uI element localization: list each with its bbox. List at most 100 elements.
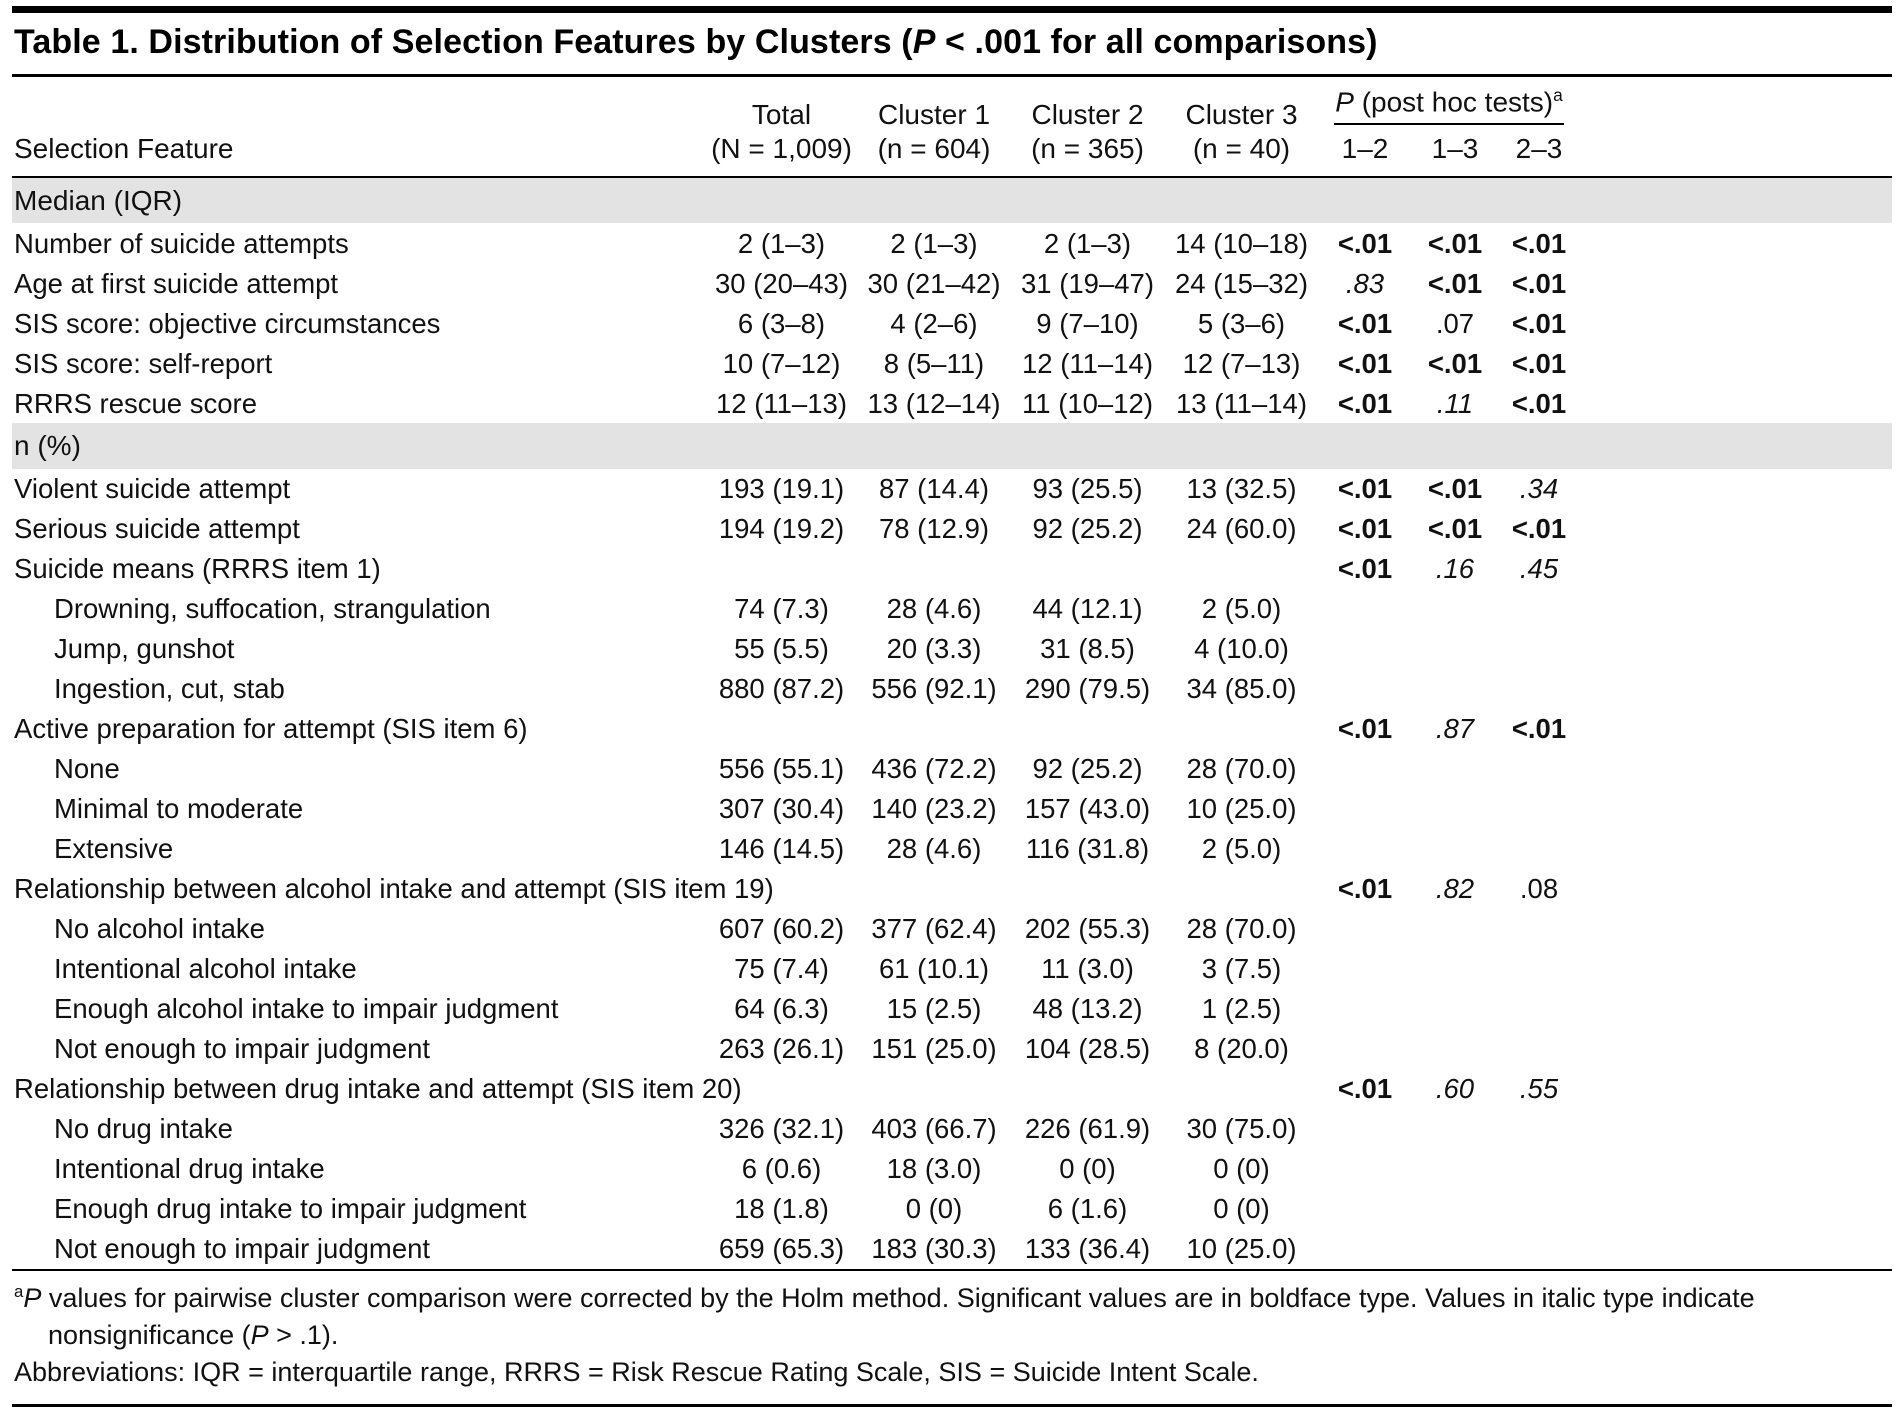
value-cell: 116 (31.8)	[1025, 833, 1150, 865]
table-row: Jump, gunshot 55 (5.5) 20 (3.3) 31 (8.5) 4 (…	[12, 629, 1892, 669]
table-row: Number of suicide attempts 2 (1–3) 2 (1–3)…	[12, 223, 1892, 263]
value-cell	[1165, 1069, 1318, 1109]
pvalue-cell	[1498, 1029, 1580, 1069]
pvalue-cell	[1318, 789, 1412, 829]
feature-label: RRRS rescue score	[14, 387, 257, 419]
spacer-cell	[1580, 749, 1892, 789]
value-cell: 2 (5.0)	[1201, 593, 1282, 625]
table-row: Age at first suicide attempt 30 (20–43) 30…	[12, 263, 1892, 303]
table-row: Not enough to impair judgment 263 (26.1) 1…	[12, 1029, 1892, 1069]
table-row: SIS score: objective circumstances 6 (3–8…	[12, 303, 1892, 343]
pvalue-cell	[1318, 749, 1412, 789]
feature-label: Relationship between drug intake and att…	[14, 1073, 742, 1105]
pvalue-cell	[1498, 789, 1580, 829]
table-row: No alcohol intake 607 (60.2) 377 (62.4) 202…	[12, 909, 1892, 949]
pvalue-cell	[1498, 989, 1580, 1029]
pvalue-cell	[1318, 1109, 1412, 1149]
pvalue-cell: <.01	[1511, 513, 1567, 545]
value-cell: 28 (4.6)	[886, 593, 982, 625]
value-cell	[705, 709, 858, 749]
value-cell: 48 (13.2)	[1032, 993, 1143, 1025]
value-cell: 1 (2.5)	[1201, 993, 1282, 1025]
table-row: Intentional drug intake 6 (0.6) 18 (3.0) 0 …	[12, 1149, 1892, 1189]
value-cell: 4 (2–6)	[890, 307, 978, 339]
value-cell: 6 (3–8)	[737, 307, 826, 339]
value-cell	[1165, 549, 1318, 589]
selection-features-table: Selection Feature Total (N = 1,009) Clus…	[12, 77, 1892, 1269]
pvalue-cell	[1318, 1029, 1412, 1069]
pvalue-cell	[1412, 949, 1498, 989]
value-cell: 659 (65.3)	[718, 1233, 845, 1265]
value-cell: 194 (19.2)	[718, 513, 845, 545]
pvalue-cell: <.01	[1511, 307, 1567, 339]
table-row: No drug intake 326 (32.1) 403 (66.7) 226 (6…	[12, 1109, 1892, 1149]
spacer-cell	[1580, 989, 1892, 1029]
value-cell: 87 (14.4)	[878, 473, 990, 505]
pvalue-cell	[1318, 949, 1412, 989]
value-cell: 13 (32.5)	[1186, 473, 1297, 505]
table-row: Violent suicide attempt 193 (19.1) 87 (14.…	[12, 469, 1892, 509]
pvalue-cell	[1498, 749, 1580, 789]
spacer-cell	[1580, 869, 1892, 909]
pvalue-cell: .11	[1436, 387, 1474, 419]
value-cell: 31 (19–47)	[1020, 267, 1154, 299]
pvalue-cell: <.01	[1337, 307, 1393, 339]
pvalue-cell: <.01	[1337, 713, 1393, 745]
value-cell: 20 (3.3)	[886, 633, 982, 665]
table-figure: Table 1. Distribution of Selection Featu…	[0, 6, 1904, 1407]
feature-label: No alcohol intake	[54, 913, 265, 945]
pvalue-cell	[1318, 669, 1412, 709]
value-cell: 10 (25.0)	[1186, 1233, 1297, 1265]
value-cell	[858, 1069, 1010, 1109]
value-cell: 28 (4.6)	[886, 833, 982, 865]
column-header-p-1-3: 1–3	[1412, 125, 1498, 178]
table-row: Relationship between drug intake and att…	[12, 1069, 1892, 1109]
feature-label: SIS score: self-report	[14, 347, 273, 379]
value-cell: 64 (6.3)	[734, 993, 829, 1025]
value-cell: 4 (10.0)	[1194, 633, 1289, 665]
pvalue-cell	[1412, 989, 1498, 1029]
table-row: None 556 (55.1) 436 (72.2) 92 (25.2) 28 (70.…	[12, 749, 1892, 789]
pvalue-cell: <.01	[1337, 473, 1393, 505]
table-row: Enough drug intake to impair judgment 18 …	[12, 1189, 1892, 1229]
value-cell: 2 (1–3)	[890, 227, 978, 259]
section-row: Median (IQR)	[12, 176, 1892, 224]
feature-label: Serious suicide attempt	[14, 513, 300, 545]
value-cell: 193 (19.1)	[718, 473, 845, 505]
feature-label: SIS score: objective circumstances	[14, 307, 441, 339]
pvalue-cell	[1412, 1109, 1498, 1149]
feature-label: No drug intake	[54, 1113, 233, 1145]
spacer-cell	[1580, 909, 1892, 949]
table-row: Serious suicide attempt 194 (19.2) 78 (12.…	[12, 509, 1892, 549]
pvalue-cell	[1412, 589, 1498, 629]
footnote-a: aP values for pairwise cluster compariso…	[14, 1280, 1890, 1355]
table-title-post: < .001 for all comparisons)	[935, 23, 1378, 61]
value-cell: 12 (11–14)	[1022, 347, 1153, 379]
feature-label: Age at first suicide attempt	[14, 267, 339, 299]
footnote-a-text-2: > .1).	[268, 1320, 339, 1351]
pvalue-cell: <.01	[1427, 347, 1483, 379]
value-cell: 880 (87.2)	[718, 673, 845, 705]
spacer-cell	[1580, 1229, 1892, 1269]
column-header-cluster-1-line2: (n = 604)	[877, 133, 991, 165]
pvalue-cell: .45	[1519, 553, 1559, 585]
table-row: Suicide means (RRRS item 1) <.01 .16 .45	[12, 549, 1892, 589]
spacer-cell	[1580, 1069, 1892, 1109]
spacer-cell	[1580, 1189, 1892, 1229]
footnote-a-p-italic-2: P	[250, 1320, 269, 1351]
value-cell: 6 (0.6)	[741, 1153, 822, 1185]
feature-label: Not enough to impair judgment	[54, 1233, 431, 1265]
footnotes: aP values for pairwise cluster compariso…	[12, 1271, 1892, 1404]
value-cell: 31 (8.5)	[1040, 633, 1135, 665]
pvalue-cell	[1412, 829, 1498, 869]
pvalue-cell	[1498, 1109, 1580, 1149]
value-cell: 8 (5–11)	[883, 347, 985, 379]
value-cell: 11 (10–12)	[1022, 387, 1153, 419]
value-cell: 263 (26.1)	[718, 1033, 845, 1065]
table-row: Intentional alcohol intake 75 (7.4) 61 (10…	[12, 949, 1892, 989]
value-cell: 140 (23.2)	[871, 793, 997, 825]
value-cell: 12 (7–13)	[1182, 347, 1301, 379]
bottom-rule	[12, 1403, 1892, 1407]
value-cell: 10 (25.0)	[1186, 793, 1297, 825]
pvalue-cell: <.01	[1511, 387, 1567, 419]
